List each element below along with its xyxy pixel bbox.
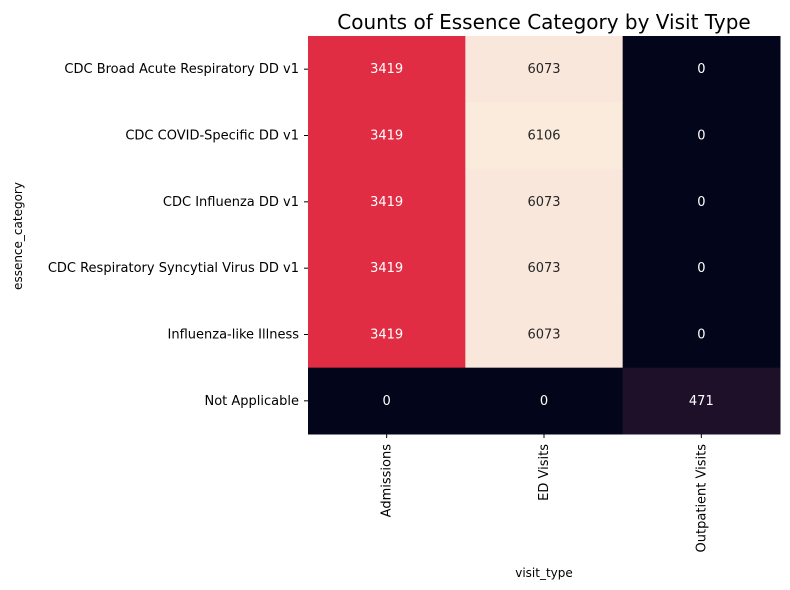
heatmap-cell [622,168,781,236]
heatmap-cell [622,301,781,369]
y-tick-label: CDC Respiratory Syncytial Virus DD v1 [48,261,299,276]
x-axis-label: visit_type [515,566,573,580]
heatmap-cell [465,36,624,103]
cell-value-label: 0 [697,328,705,343]
cell-value-label: 0 [383,394,391,409]
heatmap-cell [308,36,466,103]
chart-title: Counts of Essence Category by Visit Type [337,10,750,34]
cell-value-label: 3419 [370,261,403,276]
heatmap-cell [465,168,624,236]
cell-value-label: 6073 [527,328,560,343]
y-tick-label: CDC Influenza DD v1 [163,195,299,210]
cell-value-label: 3419 [370,328,403,343]
x-tick-label: ED Visits [537,444,552,501]
cell-value-label: 3419 [370,195,403,210]
heatmap-cell [465,301,624,369]
heatmap-cells [308,36,781,435]
cell-value-label: 3419 [370,129,403,144]
heatmap-cell [622,235,781,302]
cell-value-label: 0 [697,261,705,276]
heatmap-cell [465,235,624,302]
heatmap-cell [465,102,624,170]
y-axis: CDC Broad Acute Respiratory DD v1 CDC COV… [48,62,308,409]
cell-value-label: 471 [689,394,714,409]
x-tick-label: Admissions [380,444,395,518]
cell-value-label: 6073 [527,195,560,210]
heatmap-cell [308,367,466,435]
y-tick-label: CDC Broad Acute Respiratory DD v1 [64,62,299,77]
heatmap-cell [308,168,466,236]
heatmap-cell [308,102,466,170]
cell-value-label: 0 [697,62,705,77]
heatmap-cell [308,235,466,302]
cell-value-label: 6073 [527,62,560,77]
cell-value-label: 0 [697,195,705,210]
cell-value-label: 0 [540,394,548,409]
cell-value-label: 6073 [527,261,560,276]
heatmap-cell [308,301,466,369]
y-tick-label: Influenza-like Illness [168,328,300,343]
cell-annotations: 3419 6073 0 3419 6106 0 3419 6073 0 3419 6073 0 3419… [370,62,714,409]
x-axis: Admissions ED Visits Outpatient Visits [380,434,709,553]
cell-value-label: 6106 [527,129,560,144]
heatmap-cell [622,102,781,170]
heatmap-cell [465,367,624,435]
heatmap-cell [622,367,781,435]
y-axis-label: essence_category [11,182,25,290]
x-tick-label: Outpatient Visits [694,444,709,553]
y-tick-label: Not Applicable [204,394,299,409]
heatmap-cell [622,36,781,103]
y-tick-label: CDC COVID-Specific DD v1 [125,129,299,144]
cell-value-label: 0 [697,129,705,144]
cell-value-label: 3419 [370,62,403,77]
